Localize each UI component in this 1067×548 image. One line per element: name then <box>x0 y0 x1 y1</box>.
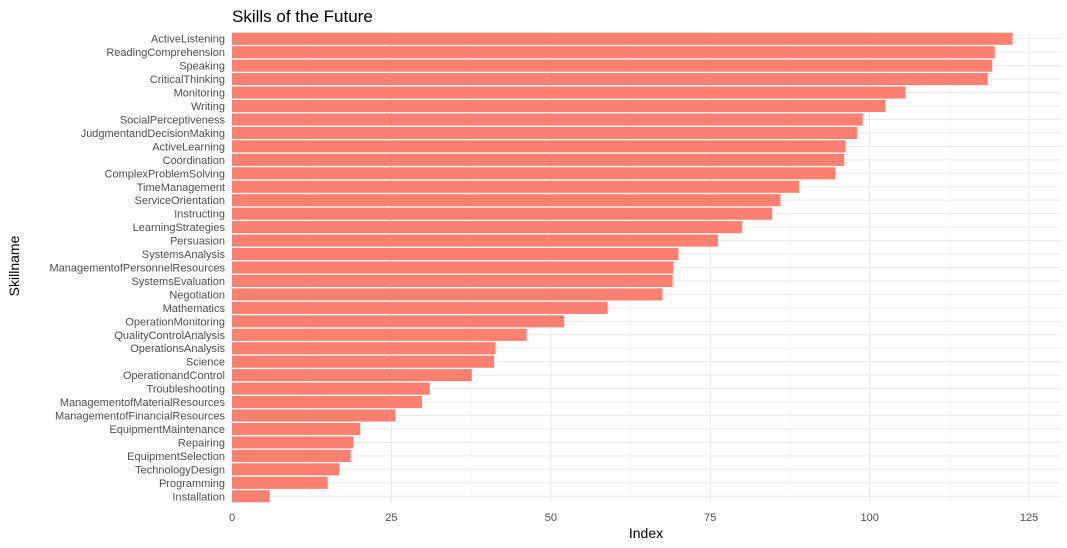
y-tick-label: Mathematics <box>163 303 226 315</box>
bar-Speaking <box>232 59 993 72</box>
y-tick-label: ManagementofPersonnelResources <box>50 263 226 275</box>
chart-title: Skills of the Future <box>232 7 373 26</box>
x-tick-label: 0 <box>229 512 235 524</box>
y-tick-label: ManagementofMaterialResources <box>60 397 226 409</box>
y-tick-label: ActiveLearning <box>152 141 225 153</box>
y-tick-label: OperationandControl <box>123 370 225 382</box>
y-tick-label: Programming <box>159 478 225 490</box>
y-tick-label: EquipmentMaintenance <box>109 424 225 436</box>
y-axis-title: Skillname <box>6 235 22 296</box>
bar-Mathematics <box>232 301 608 314</box>
bar-JudgmentandDecisionMaking <box>232 126 857 139</box>
y-tick-label: ComplexProblemSolving <box>105 168 225 180</box>
y-tick-label: SystemsAnalysis <box>142 249 226 261</box>
y-tick-label: LearningStrategies <box>133 222 226 234</box>
y-tick-label: SystemsEvaluation <box>131 276 225 288</box>
bar-Writing <box>232 99 885 113</box>
bar-Instructing <box>232 207 773 220</box>
y-tick-label: Instructing <box>174 209 225 221</box>
y-tick-label: ActiveListening <box>151 34 225 46</box>
y-tick-label: Writing <box>191 101 225 113</box>
y-tick-label: TimeManagement <box>137 182 225 194</box>
bars <box>232 32 1013 503</box>
bar-QualityControlAnalysis <box>232 328 527 341</box>
bar-CriticalThinking <box>232 73 988 86</box>
bar-LearningStrategies <box>232 221 743 234</box>
bar-ManagementofFinancialResources <box>232 409 396 422</box>
x-axis-title: Index <box>629 525 663 541</box>
x-tick-label: 100 <box>861 512 879 524</box>
bar-Monitoring <box>232 86 906 99</box>
bar-ComplexProblemSolving <box>232 167 836 180</box>
y-tick-label: SocialPerceptiveness <box>120 114 226 126</box>
bar-TimeManagement <box>232 180 799 193</box>
x-tick-label: 75 <box>704 512 716 524</box>
x-tick-label: 125 <box>1020 512 1038 524</box>
y-tick-label: EquipmentSelection <box>127 451 225 463</box>
bar-Negotiation <box>232 288 663 301</box>
y-tick-label: ManagementofFinancialResources <box>55 411 225 423</box>
bar-Persuasion <box>232 234 718 247</box>
bar-ActiveListening <box>232 32 1013 45</box>
bar-Coordination <box>232 153 845 166</box>
bar-ServiceOrientation <box>232 194 781 207</box>
y-tick-label: TechnologyDesign <box>135 464 225 476</box>
bar-ReadingComprehension <box>232 46 995 59</box>
y-tick-label: QualityControlAnalysis <box>114 330 225 342</box>
y-tick-label: Coordination <box>163 155 225 167</box>
bar-EquipmentMaintenance <box>232 422 361 436</box>
y-tick-label: CriticalThinking <box>150 74 225 86</box>
y-tick-label: Science <box>186 357 225 369</box>
bar-SystemsEvaluation <box>232 274 673 288</box>
bar-ManagementofMaterialResources <box>232 396 423 409</box>
y-tick-label: ServiceOrientation <box>135 195 226 207</box>
bar-SocialPerceptiveness <box>232 113 863 126</box>
x-tick-label: 50 <box>545 512 557 524</box>
y-tick-label: ReadingComprehension <box>106 47 225 59</box>
y-tick-label: Negotiation <box>169 289 225 301</box>
bar-OperationMonitoring <box>232 315 565 328</box>
bar-Science <box>232 355 495 368</box>
bar-OperationsAnalysis <box>232 342 496 355</box>
y-tick-label: Installation <box>172 491 225 503</box>
bar-Installation <box>232 490 270 503</box>
bar-ManagementofPersonnelResources <box>232 261 674 274</box>
y-tick-label: Persuasion <box>170 236 225 248</box>
y-tick-label: JudgmentandDecisionMaking <box>81 128 225 140</box>
bar-TechnologyDesign <box>232 463 340 476</box>
bar-SystemsAnalysis <box>232 247 679 261</box>
bar-EquipmentSelection <box>232 449 351 462</box>
y-tick-label: Troubleshooting <box>147 384 225 396</box>
x-tick-labels: 0 25 50 75 100 125 <box>229 512 1038 524</box>
y-tick-label: OperationMonitoring <box>125 316 225 328</box>
bar-ActiveLearning <box>232 140 846 153</box>
bar-Programming <box>232 476 328 489</box>
bar-Repairing <box>232 436 354 449</box>
x-tick-label: 25 <box>385 512 397 524</box>
bar-OperationandControl <box>232 369 472 382</box>
bar-Troubleshooting <box>232 382 430 395</box>
y-tick-label: Monitoring <box>174 88 225 100</box>
y-tick-label: Repairing <box>178 437 225 449</box>
y-tick-label: Speaking <box>179 61 225 73</box>
y-tick-label: OperationsAnalysis <box>130 343 225 355</box>
